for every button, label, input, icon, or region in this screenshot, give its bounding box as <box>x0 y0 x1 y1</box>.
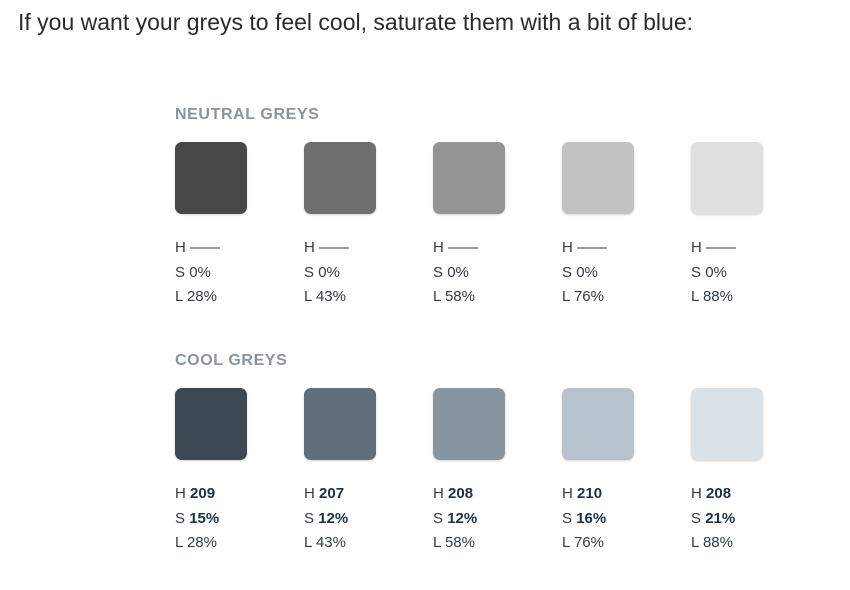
swatch-item: H 208 S 21% L 88% <box>691 388 771 556</box>
color-swatch <box>691 388 763 460</box>
cool-greys-section: COOL GREYS H 209 S 15% L 28% H 207 S 12%… <box>175 351 795 551</box>
hue-value: H —— <box>691 239 737 256</box>
saturation-value: S 15% <box>175 509 220 527</box>
intro-text: If you want your greys to feel cool, sat… <box>18 9 694 35</box>
hue-value: H 209 <box>175 485 216 502</box>
lightness-value: L 58% <box>433 288 475 305</box>
swatch-row: H —— S 0% L 28% H —— S 0% L 43% H —— S 0… <box>175 142 795 322</box>
color-swatch <box>175 388 247 460</box>
hue-value: H 207 <box>304 485 345 502</box>
lightness-value: L 76% <box>562 288 604 305</box>
saturation-value: S 21% <box>691 509 736 527</box>
color-swatch <box>304 142 376 214</box>
saturation-value: S 0% <box>175 263 211 281</box>
hsl-values: H —— S 0% L 88% <box>691 236 771 310</box>
swatch-row: H 209 S 15% L 28% H 207 S 12% L 43% H 20… <box>175 388 795 568</box>
color-swatch <box>433 142 505 214</box>
hue-value: H —— <box>433 239 479 256</box>
hsl-values: H 208 S 12% L 58% <box>433 482 513 556</box>
lightness-value: L 28% <box>175 534 217 551</box>
saturation-value: S 0% <box>562 263 598 281</box>
hsl-values: H —— S 0% L 76% <box>562 236 642 310</box>
hsl-values: H 209 S 15% L 28% <box>175 482 255 556</box>
color-swatch <box>691 142 763 214</box>
color-swatch <box>433 388 505 460</box>
lightness-value: L 88% <box>691 288 733 305</box>
lightness-value: L 76% <box>562 534 604 551</box>
swatch-item: H 208 S 12% L 58% <box>433 388 513 556</box>
color-swatch <box>304 388 376 460</box>
lightness-value: L 43% <box>304 534 346 551</box>
saturation-value: S 12% <box>304 509 349 527</box>
hsl-values: H —— S 0% L 28% <box>175 236 255 310</box>
lightness-value: L 88% <box>691 534 733 551</box>
color-swatch <box>175 142 247 214</box>
swatch-item: H 209 S 15% L 28% <box>175 388 255 556</box>
hsl-values: H 210 S 16% L 76% <box>562 482 642 556</box>
swatch-item: H —— S 0% L 28% <box>175 142 255 310</box>
hue-value: H —— <box>175 239 221 256</box>
hue-value: H 210 <box>562 485 603 502</box>
swatch-item: H —— S 0% L 76% <box>562 142 642 310</box>
hue-value: H —— <box>304 239 350 256</box>
hsl-values: H 208 S 21% L 88% <box>691 482 771 556</box>
lightness-value: L 58% <box>433 534 475 551</box>
hue-value: H 208 <box>691 485 732 502</box>
swatch-item: H 210 S 16% L 76% <box>562 388 642 556</box>
saturation-value: S 12% <box>433 509 478 527</box>
swatch-item: H —— S 0% L 88% <box>691 142 771 310</box>
saturation-value: S 0% <box>691 263 727 281</box>
saturation-value: S 0% <box>433 263 469 281</box>
lightness-value: L 28% <box>175 288 217 305</box>
color-swatch <box>562 142 634 214</box>
color-swatch <box>562 388 634 460</box>
swatch-item: H —— S 0% L 58% <box>433 142 513 310</box>
saturation-value: S 16% <box>562 509 607 527</box>
hue-value: H 208 <box>433 485 474 502</box>
saturation-value: S 0% <box>304 263 340 281</box>
neutral-greys-section: NEUTRAL GREYS H —— S 0% L 28% H —— S 0% … <box>175 105 795 305</box>
hsl-values: H 207 S 12% L 43% <box>304 482 384 556</box>
swatch-item: H 207 S 12% L 43% <box>304 388 384 556</box>
hue-value: H —— <box>562 239 608 256</box>
section-title: NEUTRAL GREYS <box>175 106 320 123</box>
section-title: COOL GREYS <box>175 352 288 369</box>
swatch-item: H —— S 0% L 43% <box>304 142 384 310</box>
hsl-values: H —— S 0% L 58% <box>433 236 513 310</box>
hsl-values: H —— S 0% L 43% <box>304 236 384 310</box>
lightness-value: L 43% <box>304 288 346 305</box>
